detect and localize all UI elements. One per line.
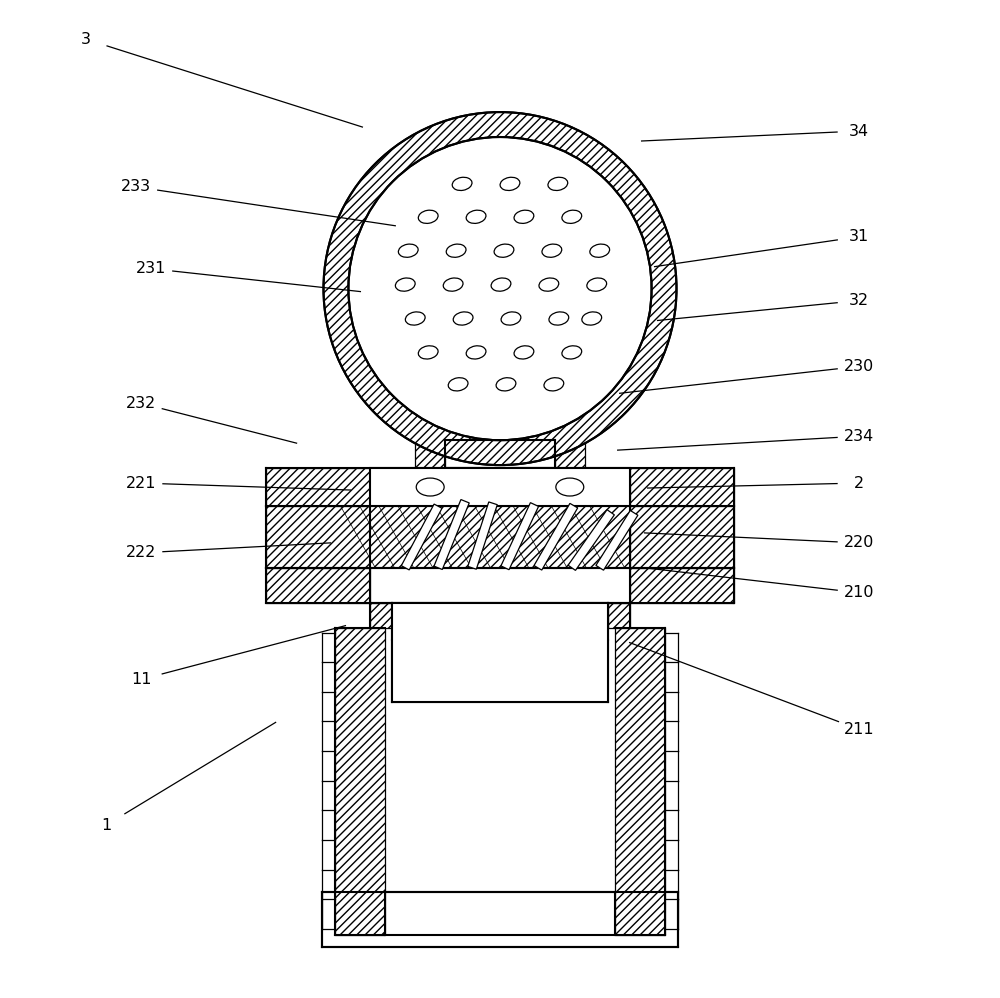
Polygon shape [596,510,638,570]
Text: 220: 220 [844,535,874,550]
Bar [392,603,608,703]
Text: 211: 211 [844,722,874,737]
Polygon shape [501,503,539,570]
Bar [322,892,678,947]
Bar [370,468,630,506]
Text: 2: 2 [854,475,864,491]
Text: 210: 210 [844,585,874,600]
Text: 221: 221 [126,475,156,491]
Bar [385,628,615,935]
Polygon shape [555,440,585,468]
Polygon shape [335,628,385,935]
Polygon shape [266,568,370,603]
Text: 233: 233 [121,180,151,195]
Polygon shape [415,468,445,506]
Polygon shape [630,568,734,603]
Polygon shape [434,500,469,570]
Polygon shape [534,503,578,570]
Text: 230: 230 [844,359,874,374]
Polygon shape [568,510,614,571]
Ellipse shape [416,478,444,496]
Text: 222: 222 [126,545,156,560]
Polygon shape [401,504,442,570]
Text: 232: 232 [126,396,156,411]
Polygon shape [555,468,585,506]
Text: 231: 231 [136,261,166,276]
Polygon shape [266,468,370,506]
Text: 31: 31 [849,230,869,245]
Polygon shape [370,603,392,628]
Polygon shape [615,628,665,935]
Polygon shape [608,603,630,628]
Polygon shape [630,506,734,568]
Text: 234: 234 [844,429,874,444]
Text: 32: 32 [849,293,869,308]
Text: 11: 11 [131,672,151,687]
Ellipse shape [556,478,584,496]
Polygon shape [415,440,445,468]
Text: 1: 1 [101,817,111,832]
Polygon shape [266,506,370,568]
Text: 3: 3 [81,32,91,47]
Polygon shape [370,506,630,568]
Polygon shape [468,502,497,569]
Circle shape [348,137,652,440]
Text: 34: 34 [849,124,869,139]
Circle shape [323,112,677,465]
Polygon shape [630,468,734,506]
